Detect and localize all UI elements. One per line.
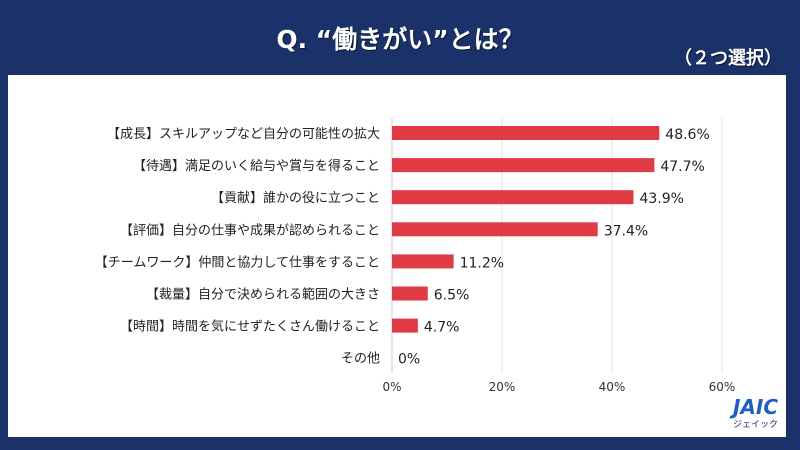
value-label: 4.7% xyxy=(424,320,460,336)
category-label: その他 xyxy=(341,352,380,367)
category-label: 【時間】時間を気にせずたくさん働けること xyxy=(120,319,380,335)
value-label: 43.9% xyxy=(639,191,683,207)
bar xyxy=(392,286,428,301)
x-tick-label: 60% xyxy=(709,380,736,394)
selection-note: （２つ選択） xyxy=(674,48,782,69)
bar xyxy=(392,190,634,205)
x-tick-label: 20% xyxy=(489,380,516,394)
value-label: 0% xyxy=(398,352,420,368)
value-label: 37.4% xyxy=(604,223,648,239)
value-label: 11.2% xyxy=(460,255,504,271)
bar xyxy=(392,254,454,269)
logo-subtext: ジェイック xyxy=(732,420,778,430)
x-tick-label: 40% xyxy=(599,380,626,394)
category-label: 【成長】スキルアップなど自分の可能性の拡大 xyxy=(107,127,380,142)
category-label: 【評価】自分の仕事や成果が認められること xyxy=(120,222,380,238)
bar xyxy=(392,126,660,140)
value-label: 6.5% xyxy=(434,288,470,304)
bar xyxy=(392,222,598,237)
jaic-logo: JAIC ジェイック xyxy=(733,397,778,430)
category-label: 【裁量】自分で決められる範囲の大きさ xyxy=(146,287,380,303)
logo-text: JAIC xyxy=(732,395,778,419)
bar xyxy=(392,318,418,333)
category-label: 【待遇】満足のいく給与や賞与を得ること xyxy=(133,158,380,174)
x-tick-label: 0% xyxy=(382,380,401,394)
category-label: 【貢献】誰かの役に立つこと xyxy=(211,190,380,206)
chart-title: Q. “働きがい”とは？ xyxy=(276,25,524,54)
bar xyxy=(392,158,655,173)
value-label: 48.6% xyxy=(665,127,709,143)
category-label: 【チームワーク】仲間と協力して仕事をすること xyxy=(95,255,380,270)
value-label: 47.7% xyxy=(660,159,704,175)
